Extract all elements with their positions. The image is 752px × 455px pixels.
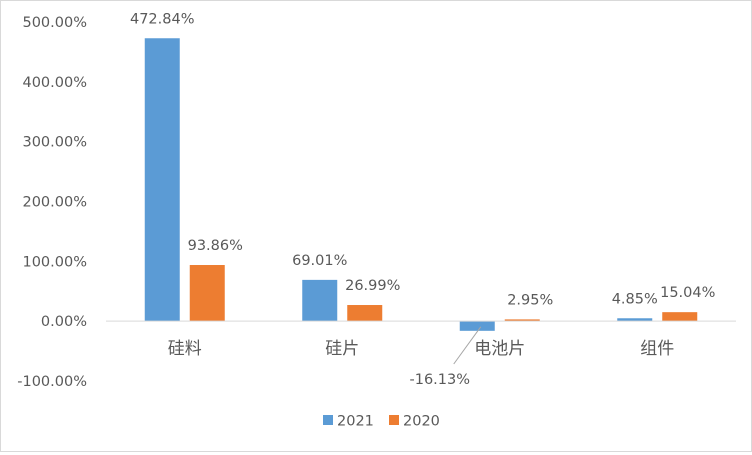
legend-label-2021: 2021 (337, 414, 374, 430)
data-label-2021-3: 4.85% (612, 291, 658, 307)
bar-2020-2 (504, 319, 540, 322)
bars-group (144, 38, 698, 331)
legend-label-2020: 2020 (403, 414, 440, 430)
bar-2021-1 (302, 279, 338, 322)
y-tick-label: 500.00% (22, 15, 87, 31)
x-tick-label: 硅片 (325, 339, 359, 359)
legend-swatch-2020 (389, 415, 399, 425)
y-tick-label: 200.00% (22, 195, 87, 211)
legend: 2021 2020 (323, 414, 440, 430)
data-label-2020-2: 2.95% (507, 292, 553, 308)
data-label-2021-0: 472.84% (130, 11, 195, 27)
x-tick-label: 电池片 (474, 339, 525, 359)
x-tick-label: 组件 (640, 339, 674, 359)
y-tick-label: 400.00% (22, 75, 87, 91)
bar-2020-3 (662, 312, 698, 322)
bar-2020-1 (347, 305, 383, 322)
data-label-2020-0: 93.86% (188, 238, 243, 254)
data-label-2021-1: 69.01% (292, 253, 347, 269)
bar-2020-0 (189, 265, 225, 322)
bar-2021-0 (144, 38, 180, 322)
x-axis: 硅料 硅片 电池片 组件 (168, 339, 675, 359)
data-label-2021-2: -16.13% (409, 372, 470, 388)
y-tick-label: 0.00% (41, 314, 87, 330)
data-label-2020-1: 26.99% (345, 278, 400, 294)
bar-2021-3 (617, 318, 653, 322)
data-labels-group: 472.84% 69.01% -16.13% 4.85% 93.86% 26.99% 2.9… (130, 11, 715, 388)
y-axis: -100.00% 0.00% 100.00% 200.00% 300.00% 400.00… (17, 15, 87, 390)
data-label-2020-3: 15.04% (660, 285, 715, 301)
leader-line (453, 326, 482, 365)
y-tick-label: 100.00% (22, 254, 87, 270)
bar-2021-2 (459, 321, 495, 331)
legend-swatch-2021 (323, 415, 333, 425)
x-tick-label: 硅料 (168, 339, 202, 359)
y-tick-label: 300.00% (22, 135, 87, 151)
y-tick-label: -100.00% (17, 374, 87, 390)
